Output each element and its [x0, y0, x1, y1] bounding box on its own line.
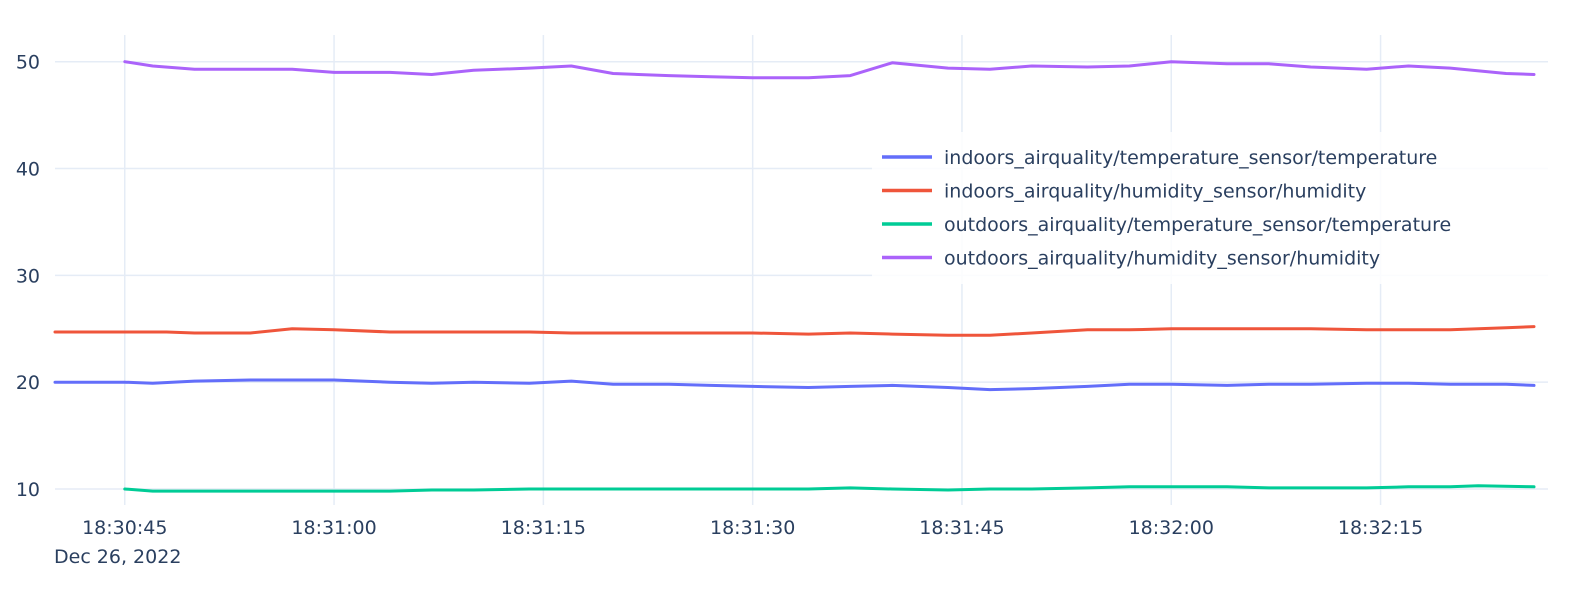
series-line-2	[53, 325, 1536, 337]
series-line-1	[53, 378, 1536, 392]
axis-layer: 10 20 30 40 50 18:30:45 18:31:00 18:31:15 18:31:…	[16, 52, 1423, 568]
y-tick-label: 40	[16, 159, 40, 181]
x-date-label: Dec 26, 2022	[54, 546, 181, 568]
series-line-3	[123, 484, 1536, 493]
legend-label: outdoors_airquality/humidity_sensor/humi…	[944, 248, 1380, 270]
x-tick-label: 18:32:15	[1338, 517, 1423, 539]
y-tick-label: 50	[16, 52, 40, 74]
legend-label: indoors_airquality/temperature_sensor/te…	[944, 147, 1437, 169]
legend[interactable]: indoors_airquality/temperature_sensor/te…	[872, 132, 1548, 284]
x-tick-label: 18:31:00	[291, 517, 376, 539]
legend-label: outdoors_airquality/temperature_sensor/t…	[944, 214, 1451, 236]
y-tick-label: 10	[16, 479, 40, 501]
legend-label: indoors_airquality/humidity_sensor/humid…	[944, 181, 1366, 203]
x-tick-label: 18:30:45	[82, 517, 167, 539]
x-tick-label: 18:31:30	[710, 517, 795, 539]
legend-background	[872, 132, 1548, 284]
x-tick-label: 18:31:45	[919, 517, 1004, 539]
legend-item[interactable]: outdoors_airquality/temperature_sensor/t…	[882, 214, 1451, 236]
y-tick-label: 20	[16, 372, 40, 394]
x-tick-label: 18:31:15	[501, 517, 586, 539]
x-tick-label: 18:32:00	[1129, 517, 1214, 539]
legend-item[interactable]: outdoors_airquality/humidity_sensor/humi…	[882, 248, 1380, 270]
legend-item[interactable]: indoors_airquality/temperature_sensor/te…	[882, 147, 1437, 169]
series-line-4	[123, 60, 1536, 80]
series-layer	[53, 60, 1536, 493]
grid-layer	[55, 35, 1548, 505]
y-tick-label: 30	[16, 265, 40, 287]
legend-item[interactable]: indoors_airquality/humidity_sensor/humid…	[882, 181, 1366, 203]
